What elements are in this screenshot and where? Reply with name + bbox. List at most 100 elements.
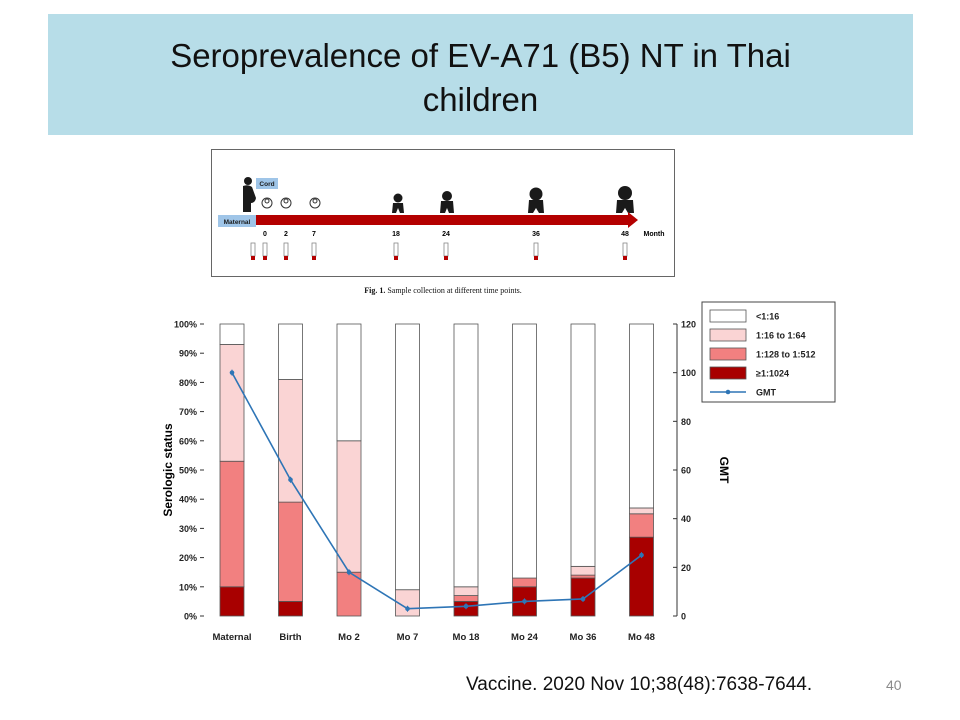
bars-group [219,323,654,617]
legend-swatch [709,347,747,361]
slide-title: Seroprevalence of EV-A71 (B5) NT in Thai… [170,37,791,118]
month-label: Month [644,231,665,238]
gmt-point [580,596,586,602]
y-tick-label: 40% [179,495,197,505]
legend-label: GMT [756,388,776,398]
y2-tick-label: 0 [681,612,686,622]
legend-swatch-gmt-point [725,389,731,395]
gmt-point [346,569,352,575]
maternal-label-box [218,215,256,227]
figure-caption: Fig. 1. Sample collection at different t… [211,286,675,295]
timeline-diagram: Cord Maternal 0 2 7 18 24 36 48 Month [218,177,665,260]
bar-segment [336,323,362,442]
figure-caption-text: Sample collection at different time poin… [387,286,522,295]
y-axis-label: Serologic status [161,423,175,517]
y-tick-label: 70% [179,407,197,417]
bar-segment [278,600,303,617]
timepoint-label: 36 [532,231,540,238]
y-tick-label: 20% [179,553,197,563]
legend-label: 1:16 to 1:64 [756,331,806,341]
legend-swatch [709,366,747,380]
citation: Vaccine. 2020 Nov 10;38(48):7638-7644. [466,674,813,695]
timepoint-label: 7 [312,231,316,238]
bar-segment [219,460,245,588]
y2-axis-label: GMT [717,457,731,484]
x-tick-label: Mo 2 [338,632,360,643]
cord-label: Cord [259,181,274,188]
bar-segment [336,440,362,573]
title-bar: Seroprevalence of EV-A71 (B5) NT in Thai… [48,14,913,135]
bar-segment [570,565,596,576]
timepoint-label: 48 [621,231,629,238]
child-figure-icons [392,186,634,213]
gmt-point [463,603,469,609]
y-tick-label: 80% [179,378,197,388]
legend-label: 1:128 to 1:512 [756,350,816,360]
newborn-baby-icons [261,197,321,209]
gmt-point [639,552,644,558]
figure-caption-label: Fig. 1. [364,286,386,295]
gmt-point [405,606,410,611]
x-tick-label: Mo 24 [511,632,539,643]
timepoint-label: 2 [284,231,288,238]
gmt-point [522,599,527,604]
bar-segment [453,323,479,588]
bar-segment [629,323,654,509]
x-axis-labels: Maternal Birth Mo 2 Mo 7 Mo 18 Mo 24 Mo 36 Mo 4… [212,632,655,643]
legend-swatch [709,309,747,323]
timeline-arrow [256,215,628,225]
chart-legend: <1:16 1:16 to 1:64 1:128 to 1:512 ≥1:1024 GM… [701,301,836,403]
timepoint-label: 0 [263,231,267,238]
bar-segment [395,323,420,591]
timepoint-label: 18 [392,231,400,238]
bar-segment [219,586,245,617]
y-axis-ticks: 0% 10% 20% 30% 40% 50% 60% 70% 80% 90% 100% [174,320,204,622]
bar-segment [278,323,303,380]
bar-segment [570,574,596,579]
timepoint-label: 24 [442,231,450,238]
x-tick-label: Mo 18 [453,632,480,643]
slide-number: 40 [886,677,902,693]
bar-segment [278,501,303,602]
gmt-line [231,372,642,610]
bar-segment [629,536,654,617]
bar-segment [512,577,537,588]
y2-tick-label: 20 [681,563,691,573]
gmt-point [288,477,293,483]
y-tick-label: 30% [179,524,197,534]
y-tick-label: 10% [179,582,197,592]
y2-tick-label: 100 [681,368,696,378]
x-tick-label: Birth [279,632,301,643]
bar-segment [570,323,596,567]
y-tick-label: 60% [179,436,197,446]
bar-segment [219,323,245,345]
bar-segment [278,379,303,503]
stacked-bar-chart-svg: 0% 10% 20% 30% 40% 50% 60% 70% 80% 90% 100% 0 20 40 6… [161,301,836,643]
bar-segment [629,513,654,538]
x-tick-label: Mo 36 [570,632,597,643]
legend-label: ≥1:1024 [756,369,789,379]
y2-axis-ticks: 0 20 40 60 80 100 120 [673,320,696,622]
legend-swatch [709,328,747,342]
legend-label: <1:16 [756,312,779,322]
sample-collection-figure: Cord Maternal 0 2 7 18 24 36 48 Month [211,149,675,277]
maternal-label: Maternal [224,219,251,226]
y-tick-label: 0% [184,612,197,622]
y2-tick-label: 120 [681,320,696,330]
y-tick-label: 90% [179,349,197,359]
bar-segment [453,586,479,596]
serologic-status-chart: 0% 10% 20% 30% 40% 50% 60% 70% 80% 90% 100% 0 20 40 6… [150,298,850,646]
cord-label-box [256,178,278,189]
maternal-figure-icon [243,177,256,212]
timeline-arrowhead [628,212,638,228]
sample-tube-icons [250,242,628,260]
y-tick-label: 50% [179,466,197,476]
x-tick-label: Mo 7 [397,632,419,643]
bar-segment [453,595,479,602]
bar-segment [336,571,362,617]
x-tick-label: Maternal [212,632,251,643]
y-tick-label: 100% [174,320,197,330]
bar-segment [219,344,245,462]
y2-tick-label: 60 [681,466,691,476]
bar-segment [629,507,654,515]
